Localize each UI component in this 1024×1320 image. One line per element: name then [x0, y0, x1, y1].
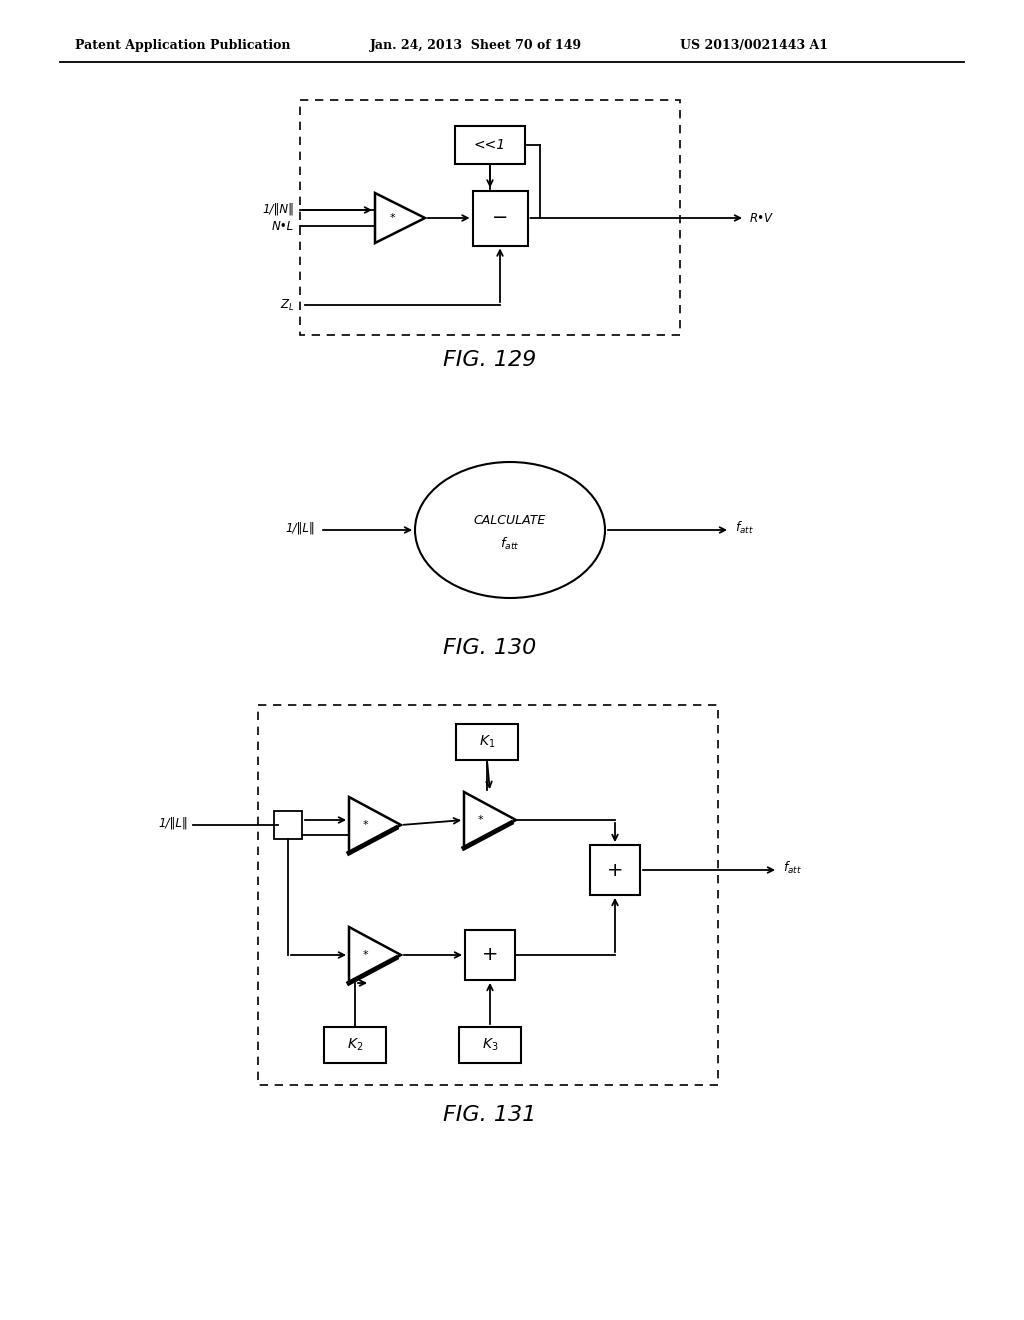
Bar [472, 190, 527, 246]
Bar [465, 931, 515, 979]
Text: 1/‖L‖: 1/‖L‖ [159, 817, 188, 829]
Ellipse shape [415, 462, 605, 598]
Text: +: + [607, 861, 624, 879]
Text: FIG. 129: FIG. 129 [443, 350, 537, 370]
Polygon shape [464, 792, 516, 847]
Text: $f_{att}$: $f_{att}$ [500, 536, 520, 552]
Text: FIG. 131: FIG. 131 [443, 1105, 537, 1125]
Text: $f_{att}$: $f_{att}$ [735, 520, 754, 536]
Bar [324, 1027, 386, 1063]
Text: −: − [492, 209, 508, 227]
Text: R•V: R•V [750, 211, 773, 224]
Polygon shape [375, 193, 425, 243]
Text: US 2013/0021443 A1: US 2013/0021443 A1 [680, 38, 828, 51]
Text: <<1: <<1 [474, 139, 506, 152]
Text: *: * [362, 820, 368, 830]
Bar [258, 705, 718, 1085]
Text: N•L: N•L [272, 219, 294, 232]
Text: *: * [362, 950, 368, 960]
Text: FIG. 130: FIG. 130 [443, 638, 537, 657]
Text: *: * [389, 213, 395, 223]
Bar [456, 723, 518, 760]
Bar [300, 100, 680, 335]
Bar [459, 1027, 521, 1063]
Text: $K_1$: $K_1$ [479, 734, 496, 750]
Text: Patent Application Publication: Patent Application Publication [75, 38, 291, 51]
Text: CALCULATE: CALCULATE [474, 513, 546, 527]
Text: 1/‖N‖: 1/‖N‖ [262, 202, 294, 215]
Text: $K_3$: $K_3$ [481, 1036, 499, 1053]
Text: $f_{att}$: $f_{att}$ [783, 859, 802, 876]
Bar [590, 845, 640, 895]
Text: 1/‖L‖: 1/‖L‖ [286, 521, 315, 535]
Text: $K_2$: $K_2$ [347, 1036, 364, 1053]
Bar [274, 810, 302, 840]
Text: $Z_L$: $Z_L$ [280, 297, 294, 313]
Text: *: * [477, 814, 482, 825]
Text: Jan. 24, 2013  Sheet 70 of 149: Jan. 24, 2013 Sheet 70 of 149 [370, 38, 582, 51]
Bar [455, 125, 525, 164]
Text: +: + [481, 945, 499, 965]
Polygon shape [349, 797, 401, 853]
Polygon shape [349, 927, 401, 983]
